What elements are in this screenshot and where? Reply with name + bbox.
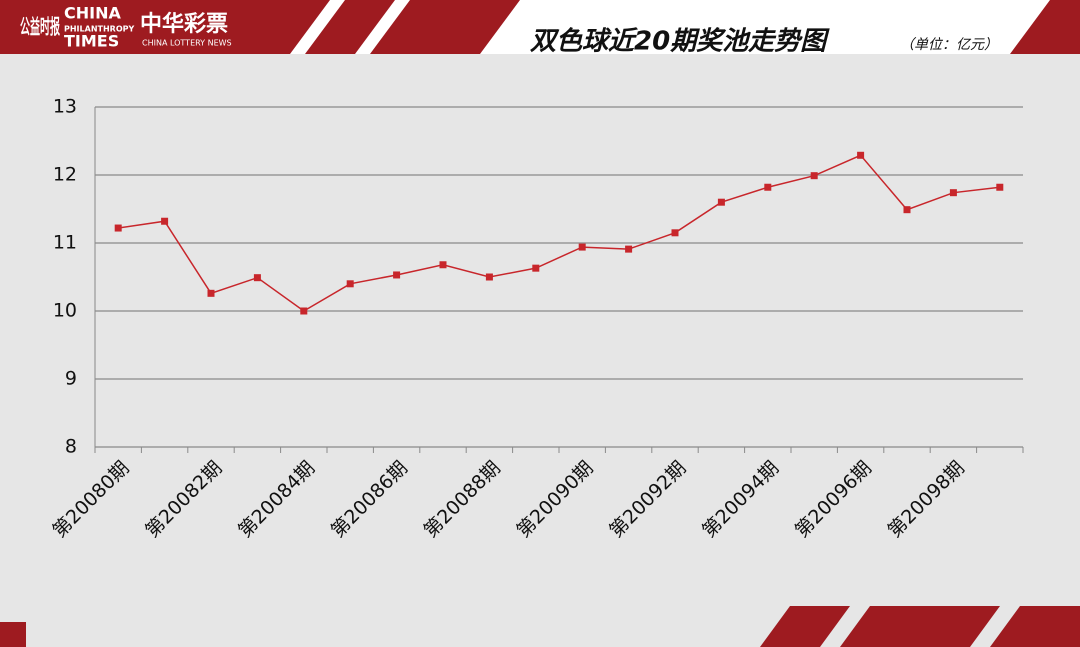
lottery-logo: 中华彩票 (140, 11, 228, 37)
footer-stripe (0, 622, 26, 647)
lottery-logo-en: CHINA LOTTERY NEWS (142, 39, 232, 48)
point (857, 151, 865, 159)
logo-en-sub: TIMES (64, 32, 119, 51)
point (532, 264, 540, 272)
y-tick-label: 12 (53, 164, 77, 186)
point (903, 206, 911, 214)
logo-cn: 公益时报 (20, 15, 60, 39)
series-line (118, 154, 1000, 312)
point (253, 274, 261, 282)
y-tick-label: 13 (53, 96, 77, 118)
logo-en-sub: PHILANTHROPY (64, 25, 134, 34)
footer-stripe (760, 606, 850, 647)
point (485, 273, 493, 281)
chart-subtitle: （单位：亿元） (900, 37, 998, 53)
logo-en: CHINA (64, 4, 121, 23)
point (346, 280, 354, 288)
point (207, 289, 215, 297)
header-stripe (370, 0, 520, 54)
point (996, 183, 1004, 191)
y-tick-label: 8 (65, 436, 77, 458)
y-tick-label: 11 (53, 232, 77, 254)
point (717, 198, 725, 206)
header-stripe (1010, 0, 1080, 54)
footer-stripe (840, 606, 1000, 647)
header-stripe (0, 0, 330, 54)
point (114, 224, 122, 232)
point (439, 261, 447, 269)
header-stripe (305, 0, 395, 54)
point (300, 307, 308, 315)
point (161, 217, 169, 225)
point (671, 229, 679, 237)
point (625, 245, 633, 253)
point (764, 183, 772, 191)
y-tick-label: 10 (53, 300, 77, 322)
point (393, 271, 401, 279)
point (810, 172, 818, 180)
footer-stripe (990, 606, 1080, 647)
point (949, 189, 957, 197)
y-tick-label: 9 (65, 368, 77, 390)
chart-title: 双色球近20期奖池走势图 (530, 27, 830, 57)
point (578, 243, 586, 251)
